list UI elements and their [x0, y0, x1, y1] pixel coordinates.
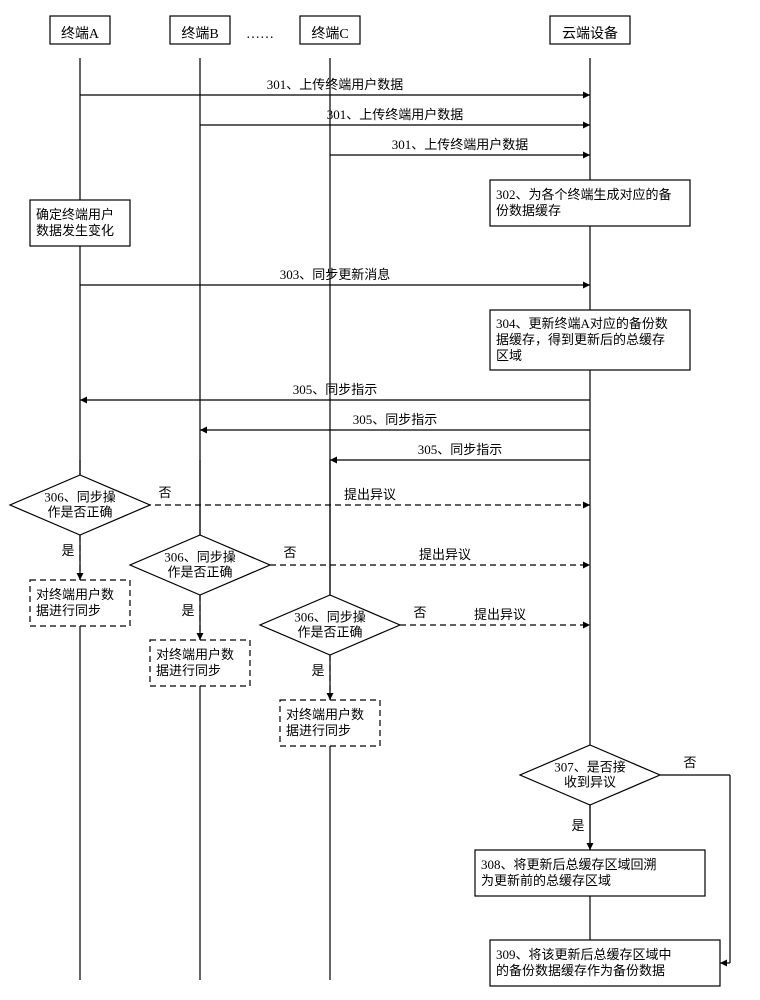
lifeline-b-label: 终端B — [181, 26, 218, 42]
message-objA-label: 提出异议 — [344, 487, 396, 502]
edge-label-yes_a: 是 — [61, 543, 74, 558]
message-m305c-label: 305、同步指示 — [418, 442, 503, 457]
decision-d307-line0: 307、是否接 — [554, 760, 626, 775]
box-b308-line0: 308、将更新后总缓存区域回溯 — [481, 857, 657, 872]
message-m303-label: 303、同步更新消息 — [280, 267, 391, 282]
edge-label-yes_b: 是 — [181, 603, 194, 618]
message-objB-label: 提出异议 — [419, 547, 471, 562]
decision-d306a-line1: 作是否正确 — [47, 505, 112, 520]
decision-d307-line1: 收到异议 — [564, 775, 616, 790]
box-b302-line1: 份数据缓存 — [496, 203, 561, 218]
box-syncB-line1: 据进行同步 — [156, 663, 221, 678]
box-syncC-line1: 据进行同步 — [286, 723, 351, 738]
edge-label-no_c: 否 — [413, 605, 426, 620]
edge-label-no_a: 否 — [158, 485, 171, 500]
decision-d306c-line0: 306、同步操 — [294, 610, 366, 625]
box-b304-line2: 区域 — [496, 348, 522, 363]
box-chg-line1: 数据发生变化 — [36, 223, 114, 238]
edge-label-yes_307: 是 — [571, 818, 584, 833]
decision-d306b-line1: 作是否正确 — [167, 565, 232, 580]
box-syncB-line0: 对终端用户数 — [156, 647, 234, 662]
message-m301c-label: 301、上传终端用户数据 — [392, 137, 529, 152]
message-m301a-label: 301、上传终端用户数据 — [267, 77, 404, 92]
box-b308-line1: 为更新前的总缓存区域 — [481, 873, 611, 888]
box-syncA-line1: 据进行同步 — [36, 603, 101, 618]
lifeline-c-label: 终端C — [311, 26, 348, 42]
lifeline-a-label: 终端A — [61, 26, 100, 42]
message-m305a-label: 305、同步指示 — [293, 382, 378, 397]
edge-label-no_307: 否 — [683, 755, 696, 770]
box-b309-line1: 的备份数据缓存作为备份数据 — [496, 963, 665, 978]
edge-label-yes_c: 是 — [311, 663, 324, 678]
box-b309-line0: 309、将该更新后总缓存区域中 — [496, 947, 672, 962]
box-b304-line1: 据缓存，得到更新后的总缓存 — [496, 332, 665, 347]
edge-label-no_b: 否 — [283, 545, 296, 560]
message-m301b-label: 301、上传终端用户数据 — [327, 107, 464, 122]
box-chg-line0: 确定终端用户 — [36, 207, 114, 222]
sequence-diagram: 终端A 终端B 终端C 云端设备 …… 301、上传终端用户数据 301、上传终端用户数据 3… — [0, 0, 760, 1000]
box-syncA-line0: 对终端用户数 — [36, 587, 114, 602]
decision-d306c-line1: 作是否正确 — [297, 625, 362, 640]
message-m305b-label: 305、同步指示 — [353, 412, 438, 427]
lifeline-dots-label: …… — [246, 27, 274, 42]
box-syncC-line0: 对终端用户数 — [286, 707, 364, 722]
message-objC-label: 提出异议 — [474, 607, 526, 622]
lifeline-cloud-label: 云端设备 — [562, 25, 618, 42]
decision-d306a-line0: 306、同步操 — [44, 490, 116, 505]
decision-d306b-line0: 306、同步操 — [164, 550, 236, 565]
box-b302-line0: 302、为各个终端生成对应的备 — [496, 187, 672, 202]
box-b304-line0: 304、更新终端A对应的备份数 — [496, 316, 668, 331]
